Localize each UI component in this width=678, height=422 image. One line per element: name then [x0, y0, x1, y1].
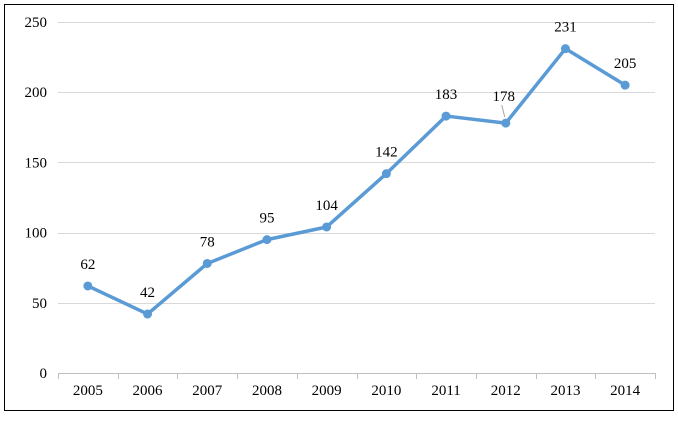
data-point	[560, 44, 570, 54]
data-point	[381, 169, 391, 179]
y-tick-label: 200	[25, 85, 48, 101]
x-tick-label: 2012	[491, 383, 521, 399]
y-tick-label: 100	[25, 226, 48, 242]
x-tick-label: 2005	[73, 383, 103, 399]
data-label: 62	[80, 257, 95, 273]
data-points	[83, 44, 630, 319]
data-point	[262, 235, 272, 245]
axes	[58, 373, 656, 379]
x-tick-label: 2013	[550, 383, 580, 399]
x-tick-label: 2014	[610, 383, 641, 399]
y-tick-label: 150	[25, 155, 48, 171]
data-point	[83, 281, 93, 291]
data-label: 42	[140, 285, 155, 301]
y-axis-tick-labels: 0 50 100 150 200 250	[25, 15, 48, 382]
data-labels: 62 42 78 95 104 142 183 178 231 205	[80, 20, 636, 301]
y-tick-label: 250	[25, 15, 48, 31]
data-label: 142	[375, 145, 398, 161]
data-point	[322, 222, 332, 232]
y-tick-label: 0	[40, 366, 48, 382]
data-point	[202, 258, 212, 268]
data-point	[620, 80, 630, 90]
chart-border	[4, 4, 674, 411]
series-line	[86, 46, 627, 316]
data-point	[143, 309, 153, 319]
x-axis-tick-labels: 2005 2006 2007 2008 2009 2010 2011 2012 2013 2014	[73, 383, 641, 399]
data-label: 183	[435, 87, 458, 103]
x-tick-label: 2008	[252, 383, 282, 399]
x-tick-label: 2009	[312, 383, 342, 399]
data-point	[441, 111, 451, 121]
data-label-leader-line	[501, 104, 506, 118]
x-tick-label: 2007	[192, 383, 223, 399]
data-label: 178	[493, 89, 516, 105]
series-1	[86, 46, 627, 316]
data-label: 104	[315, 198, 338, 214]
x-tick-label: 2010	[371, 383, 401, 399]
x-tick-label: 2011	[431, 383, 460, 399]
gridlines	[58, 22, 655, 304]
data-label: 95	[259, 211, 274, 227]
data-label: 205	[614, 56, 637, 72]
data-label: 78	[200, 234, 215, 250]
y-tick-label: 50	[32, 296, 47, 312]
data-point	[501, 118, 511, 128]
x-tick-label: 2006	[133, 383, 164, 399]
data-label: 231	[554, 20, 577, 36]
